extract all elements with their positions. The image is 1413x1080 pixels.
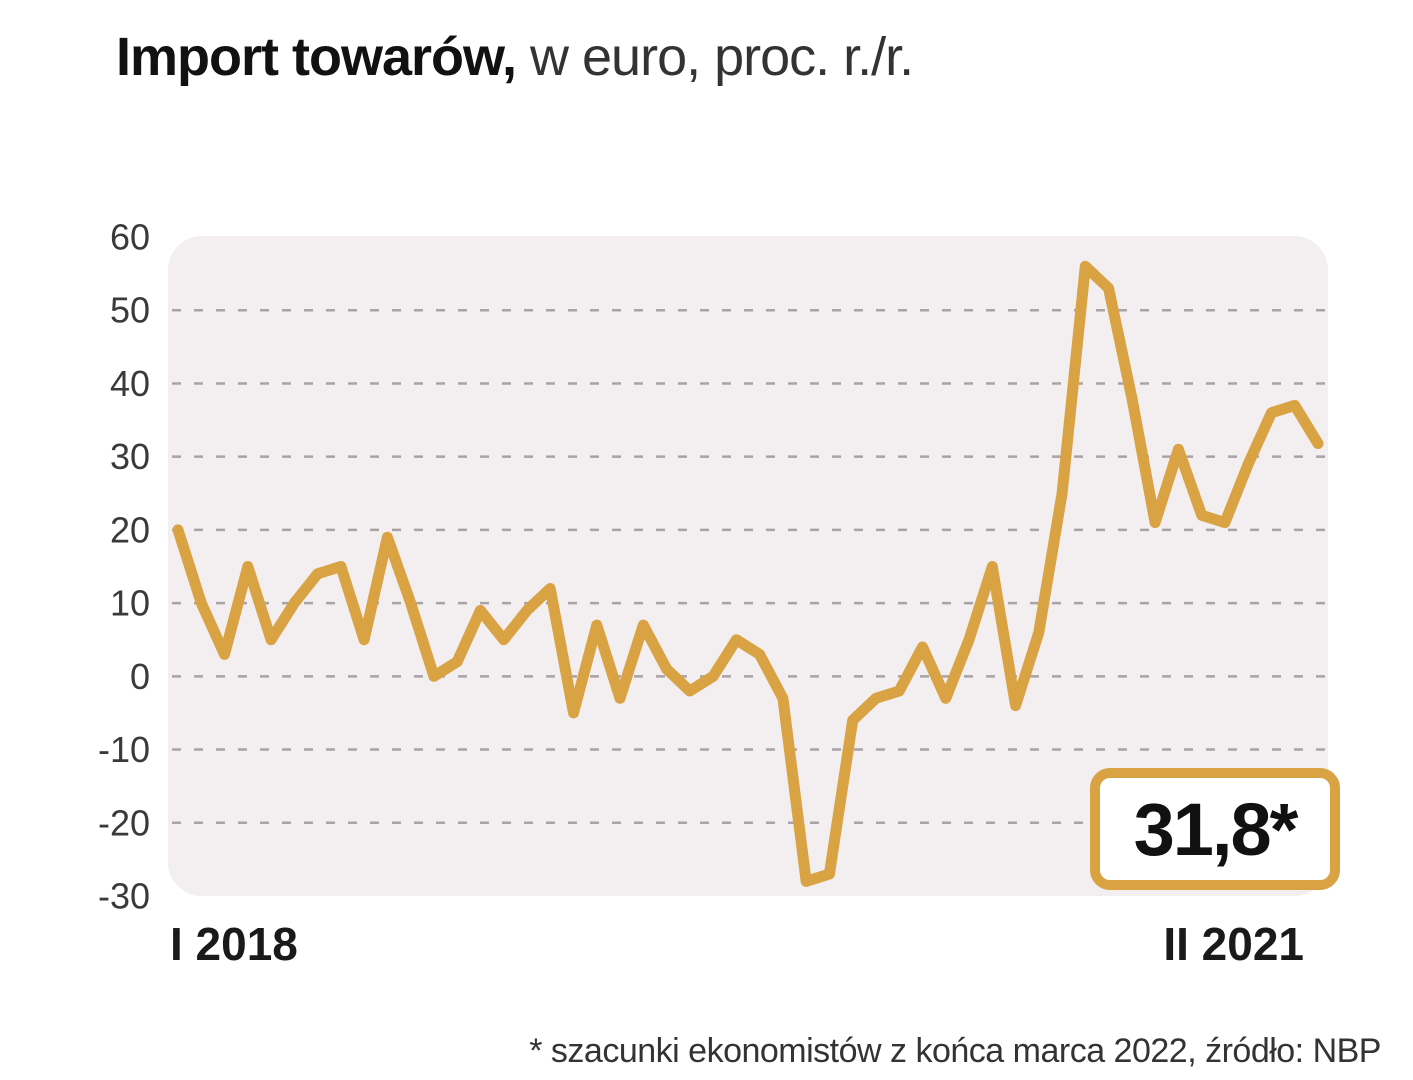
chart-title: Import towarów, w euro, proc. r./r. <box>116 22 914 92</box>
y-tick-label: 20 <box>110 509 150 550</box>
y-tick-label: 60 <box>110 217 150 258</box>
y-tick-label: 10 <box>110 583 150 624</box>
series-line-0 <box>172 260 1324 887</box>
y-tick-label: 40 <box>110 363 150 404</box>
y-tick-label: 50 <box>110 290 150 331</box>
y-tick-label: -10 <box>98 729 150 770</box>
chart-title-bold: Import towarów, <box>116 27 517 87</box>
y-tick-label: 0 <box>130 656 150 697</box>
line-chart: 60 50 40 30 20 10 0 -10 -20 -30 I 2018 II 2021 <box>98 217 1328 970</box>
y-tick-label: -30 <box>98 876 150 917</box>
y-tick-label: 30 <box>110 436 150 477</box>
plot-background <box>168 236 1328 896</box>
series-layer <box>172 260 1324 887</box>
x-axis-labels: I 2018 II 2021 <box>170 918 1304 970</box>
source-footnote: * szacunki ekonomistów z końca marca 202… <box>529 1032 1381 1070</box>
y-axis-tick-labels: 60 50 40 30 20 10 0 -10 -20 -30 <box>98 217 150 917</box>
latest-value-text: 31,8* <box>1133 787 1299 871</box>
x-label-end: II 2021 <box>1163 918 1304 970</box>
y-tick-label: -20 <box>98 802 150 843</box>
chart-title-subtitle: w euro, proc. r./r. <box>530 27 914 87</box>
x-label-start: I 2018 <box>170 918 298 970</box>
latest-value-callout: 31,8* <box>1090 768 1340 890</box>
grid-lines <box>172 308 1328 825</box>
